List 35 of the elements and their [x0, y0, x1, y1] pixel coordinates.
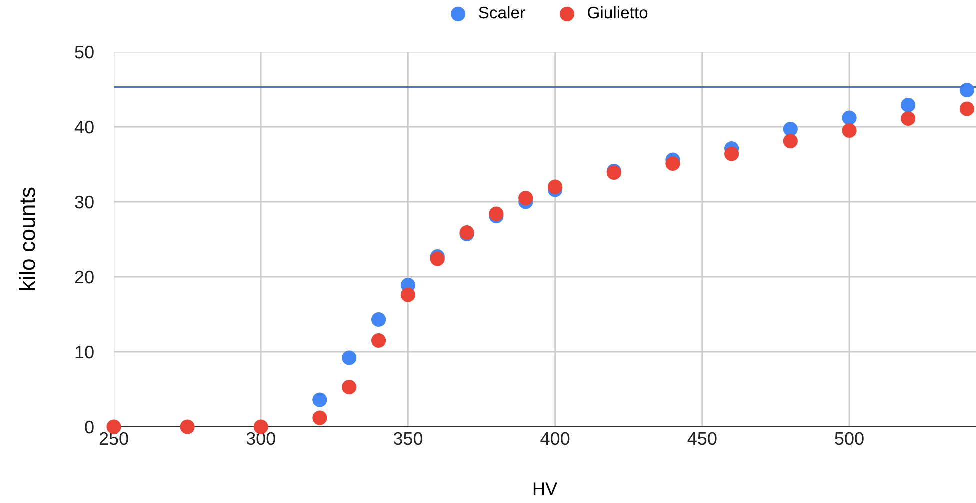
x-tick-label: 450	[688, 432, 717, 446]
point	[342, 380, 357, 395]
y-tick-label: 0	[85, 420, 94, 434]
point	[312, 410, 328, 426]
point	[724, 146, 740, 162]
point	[901, 111, 916, 126]
x-axis-title: HV	[534, 482, 558, 496]
point	[842, 110, 857, 126]
point	[666, 156, 680, 172]
x-tick-label: 350	[394, 432, 423, 446]
y-tick-label: 20	[75, 270, 94, 284]
point	[400, 288, 416, 302]
point	[371, 312, 386, 328]
x-tick-label: 400	[540, 432, 570, 446]
point	[180, 420, 195, 434]
point	[312, 392, 328, 408]
point	[342, 350, 357, 366]
y-tick-label: 30	[75, 196, 94, 209]
point	[783, 134, 798, 149]
x-tick-label: 500	[835, 432, 864, 446]
point	[842, 123, 857, 138]
y-tick-label: 40	[74, 120, 94, 134]
point	[960, 102, 974, 116]
point	[548, 180, 563, 194]
y-tick-label: 10	[76, 346, 94, 359]
legend-label: Giulietto	[588, 6, 648, 19]
point	[960, 82, 974, 98]
point	[518, 190, 534, 206]
legend-label: Scaler	[479, 6, 526, 19]
y-tick-label: 50	[75, 46, 94, 59]
point	[783, 122, 798, 137]
x-tick-label: 300	[246, 432, 276, 446]
y-axis-title: kilo counts	[19, 188, 36, 290]
point	[371, 333, 386, 348]
point	[901, 98, 916, 113]
